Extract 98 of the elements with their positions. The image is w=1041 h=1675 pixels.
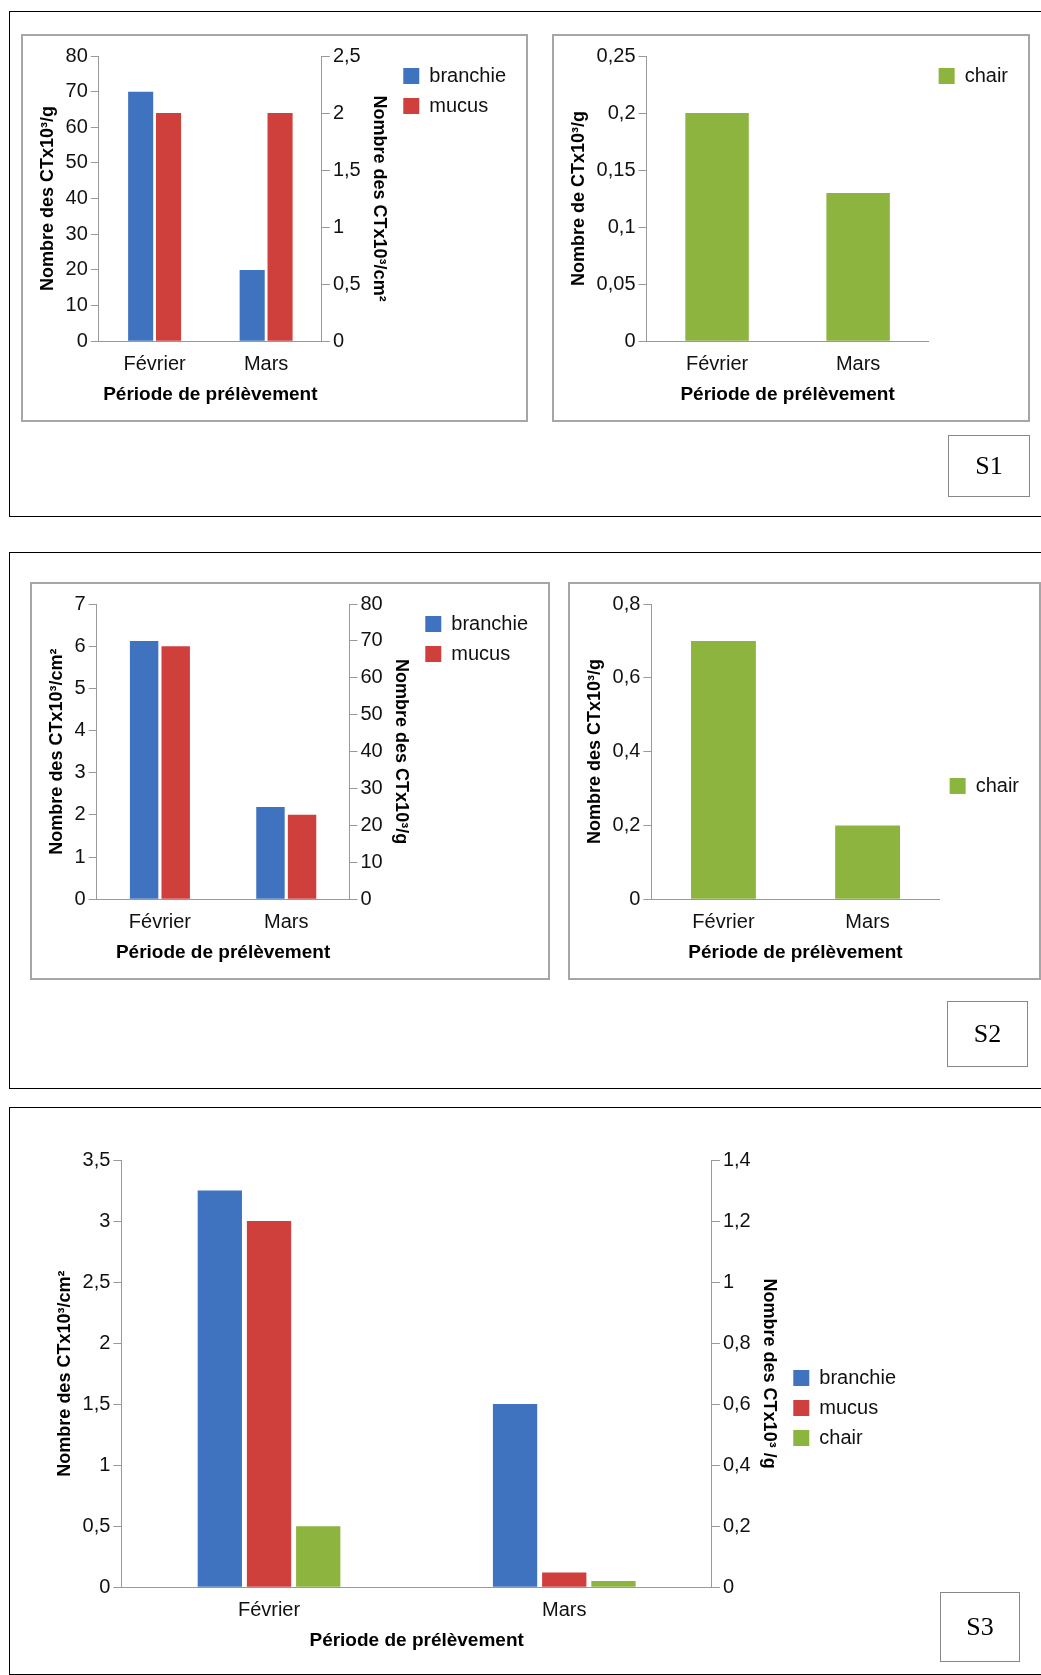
y-tick-label: 60 bbox=[65, 114, 88, 137]
bar bbox=[591, 1581, 636, 1587]
x-axis-title: Période de prélèvement bbox=[688, 940, 904, 962]
y2-tick-label: 1 bbox=[722, 1269, 734, 1292]
y-tick-label: 7 bbox=[74, 591, 86, 614]
y-tick-label: 2 bbox=[99, 1330, 111, 1353]
y-tick-label: 6 bbox=[74, 633, 86, 656]
y2-tick-label: 0,8 bbox=[722, 1330, 751, 1353]
x-tick-label: Mars bbox=[243, 351, 289, 374]
y-tick-label: 3 bbox=[99, 1208, 111, 1231]
y-tick-label: 3 bbox=[74, 760, 86, 783]
y-tick-label: 0 bbox=[624, 328, 636, 351]
x-tick-label: Mars bbox=[845, 909, 890, 932]
y-tick-label: 1 bbox=[74, 844, 86, 867]
y-tick-label: 0 bbox=[99, 1574, 111, 1597]
y-tick-label: 50 bbox=[65, 150, 88, 173]
y-tick-label: 80 bbox=[65, 43, 88, 66]
bar bbox=[296, 1526, 341, 1587]
y2-tick-label: 70 bbox=[360, 628, 383, 651]
x-tick-label: Février bbox=[128, 909, 192, 932]
x-axis-title: Période de prélèvement bbox=[115, 940, 331, 962]
text: S3 bbox=[940, 1592, 1020, 1662]
y-tick-label: 10 bbox=[65, 293, 88, 316]
y-tick-label: 2 bbox=[74, 802, 86, 825]
y2-tick-label: 0 bbox=[722, 1574, 734, 1597]
y2-tick-label: 1 bbox=[332, 214, 344, 237]
x-tick-label: Février bbox=[123, 351, 187, 374]
y-tick-label: 0,8 bbox=[612, 591, 641, 614]
y-tick-label: 0,15 bbox=[596, 157, 636, 180]
y2-tick-label: 50 bbox=[360, 702, 383, 725]
bar bbox=[197, 1190, 242, 1587]
y2-tick-label: 1,2 bbox=[722, 1208, 751, 1231]
x-tick-label: Février bbox=[685, 351, 749, 374]
y2-tick-label: 0 bbox=[332, 328, 344, 351]
y2-tick-label: 40 bbox=[360, 739, 383, 762]
x-tick-label: Mars bbox=[835, 351, 881, 374]
x-tick-label: Février bbox=[692, 909, 755, 932]
legend-label: chair bbox=[975, 773, 1020, 796]
legend-label: branchie bbox=[429, 63, 506, 86]
legend-label: mucus bbox=[819, 1395, 879, 1418]
legend-label: branchie bbox=[451, 611, 528, 634]
y-tick-label: 0 bbox=[629, 886, 641, 909]
y2-tick-label: 0,6 bbox=[722, 1391, 751, 1414]
y-axis-title: Nombre des CTx10³/g bbox=[36, 106, 57, 292]
y-axis-title: Nombre de CTx10³/g bbox=[567, 111, 588, 287]
text: S2 bbox=[947, 1001, 1028, 1067]
y-tick-label: 2,5 bbox=[82, 1269, 111, 1292]
y-tick-label: 0,6 bbox=[612, 665, 641, 688]
y2-tick-label: 0,5 bbox=[332, 271, 361, 294]
x-axis-title: Période de prélèvement bbox=[309, 1628, 525, 1650]
y-tick-label: 0 bbox=[74, 886, 86, 909]
y-tick-label: 0,2 bbox=[607, 100, 636, 123]
y-tick-label: 5 bbox=[74, 675, 86, 698]
y-tick-label: 20 bbox=[65, 257, 88, 280]
y-axis-title: Nombre des CTx10³/cm² bbox=[45, 648, 66, 855]
y2-axis-title: Nombre des CTx10³/cm² bbox=[369, 95, 390, 302]
y-tick-label: 40 bbox=[65, 186, 88, 209]
y-tick-label: 4 bbox=[74, 718, 86, 741]
y2-tick-label: 60 bbox=[360, 665, 383, 688]
y-tick-label: 0,4 bbox=[612, 739, 641, 762]
y-axis-title: Nombre des CTx10³/cm² bbox=[53, 1270, 74, 1477]
y2-tick-label: 1,5 bbox=[332, 157, 361, 180]
y2-tick-label: 20 bbox=[360, 812, 383, 835]
legend-label: branchie bbox=[819, 1365, 896, 1388]
y2-tick-label: 1,4 bbox=[722, 1147, 751, 1170]
y2-tick-label: 2,5 bbox=[332, 43, 361, 66]
y-tick-label: 0,05 bbox=[596, 271, 636, 294]
x-axis-title: Période de prélèvement bbox=[103, 382, 319, 404]
y-tick-label: 0,1 bbox=[607, 214, 636, 237]
y-axis-title: Nombre des CTx10³/g bbox=[583, 659, 604, 845]
y2-tick-label: 0,2 bbox=[722, 1513, 751, 1536]
y-tick-label: 0,2 bbox=[612, 812, 641, 835]
y-tick-label: 70 bbox=[65, 79, 88, 102]
text: S1 bbox=[948, 435, 1030, 497]
y2-tick-label: 10 bbox=[360, 849, 383, 872]
y2-axis-title: Nombre des CTx10³ /g bbox=[759, 1278, 780, 1469]
legend-label: mucus bbox=[451, 641, 511, 664]
y-tick-label: 1 bbox=[99, 1452, 111, 1475]
y-tick-label: 3,5 bbox=[82, 1147, 111, 1170]
y-tick-label: 0,5 bbox=[82, 1513, 111, 1536]
y-tick-label: 0,25 bbox=[596, 43, 636, 66]
legend-label: chair bbox=[819, 1425, 863, 1448]
y2-tick-label: 80 bbox=[360, 591, 383, 614]
legend-label: chair bbox=[964, 63, 1009, 86]
y2-tick-label: 30 bbox=[360, 776, 383, 799]
y-tick-label: 1,5 bbox=[82, 1391, 111, 1414]
y2-axis-title: Nombre des CTx10³/g bbox=[391, 659, 412, 845]
y-tick-label: 0 bbox=[76, 328, 88, 351]
y2-tick-label: 0 bbox=[360, 886, 372, 909]
x-tick-label: Février bbox=[237, 1597, 301, 1620]
x-tick-label: Mars bbox=[542, 1597, 587, 1620]
y2-tick-label: 0,4 bbox=[722, 1452, 751, 1475]
legend-label: mucus bbox=[429, 93, 489, 116]
x-axis-title: Période de prélèvement bbox=[680, 382, 896, 404]
y2-tick-label: 2 bbox=[332, 100, 344, 123]
x-tick-label: Mars bbox=[264, 909, 309, 932]
bar bbox=[492, 1404, 538, 1587]
y-tick-label: 30 bbox=[65, 221, 88, 244]
